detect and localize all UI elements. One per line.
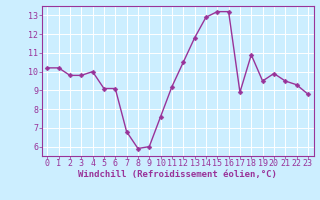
X-axis label: Windchill (Refroidissement éolien,°C): Windchill (Refroidissement éolien,°C) xyxy=(78,170,277,179)
